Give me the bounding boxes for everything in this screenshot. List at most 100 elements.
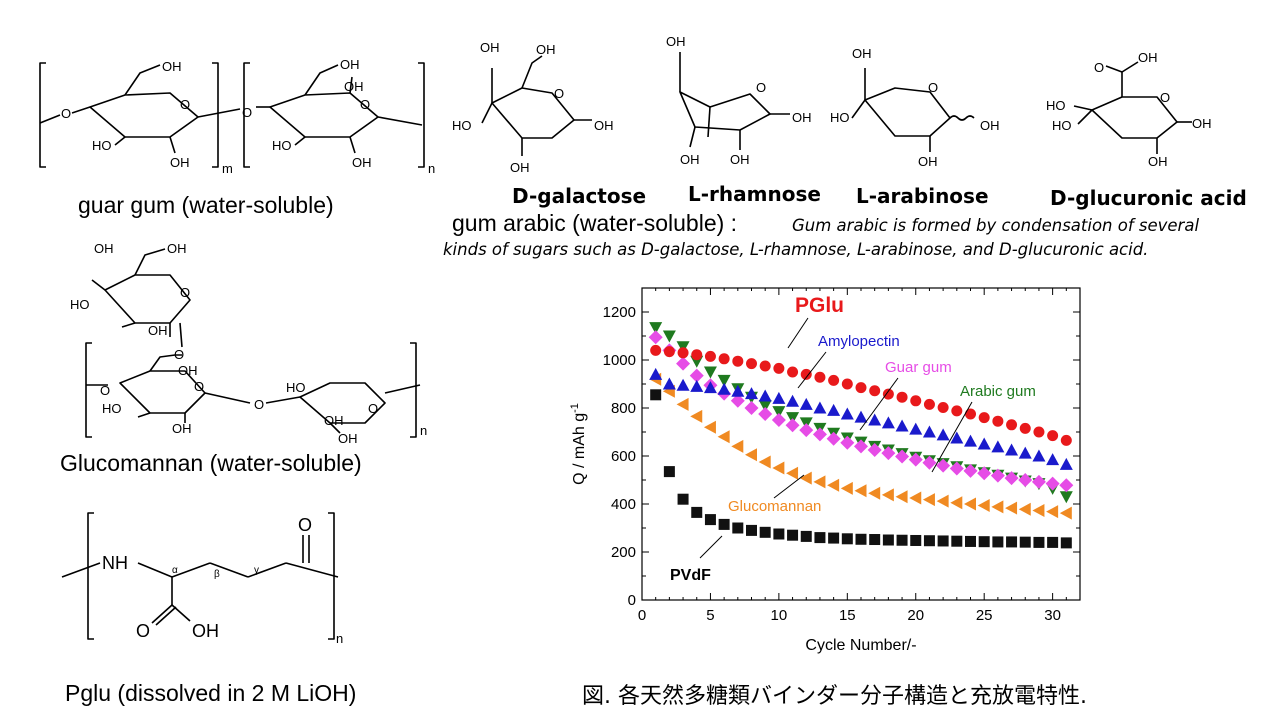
data-point (1019, 422, 1031, 434)
data-point (691, 506, 703, 518)
series-label-guar-gum: Guar gum (885, 359, 952, 376)
data-point (1032, 503, 1045, 517)
data-point (828, 532, 840, 544)
data-point (978, 412, 990, 424)
leader-line-amylopectin (797, 351, 827, 389)
svg-text:OH: OH (594, 118, 614, 133)
svg-text:O: O (100, 383, 110, 398)
data-point (896, 534, 908, 546)
data-point (676, 356, 691, 371)
svg-text:OH: OH (1138, 50, 1158, 65)
data-point (909, 422, 923, 435)
data-point (786, 466, 799, 480)
data-point (978, 536, 990, 548)
svg-text:O: O (1094, 60, 1104, 75)
data-point (867, 443, 882, 457)
svg-text:OH: OH (94, 241, 114, 256)
data-point (964, 497, 976, 511)
sugar-label-d-glucuronic-acid: D-glucuronic acid (1050, 186, 1247, 210)
guar-gum-label: guar gum (water-soluble) (78, 192, 334, 218)
data-point (827, 478, 840, 492)
svg-text:O: O (298, 515, 312, 535)
data-point (951, 535, 963, 547)
y-tick-label: 200 (611, 544, 636, 561)
svg-text:NH: NH (102, 553, 128, 573)
x-tick-label: 25 (976, 607, 993, 624)
y-tick-label: 1200 (603, 304, 636, 321)
data-point (1059, 506, 1072, 520)
svg-text:OH: OH (1148, 154, 1168, 169)
pglu-structure: NH O O OH α β γ n (61, 512, 343, 646)
data-point (703, 381, 717, 394)
data-point (1046, 453, 1060, 466)
glucomannan-label: Glucomannan (water-soluble) (60, 450, 362, 476)
data-point (1059, 457, 1073, 470)
data-point (896, 391, 908, 403)
svg-text:O: O (254, 397, 264, 412)
data-point (731, 384, 745, 397)
y-tick-label: 0 (628, 592, 636, 609)
data-point (717, 382, 731, 395)
data-point (854, 439, 868, 454)
chart-marks (648, 322, 1074, 549)
data-point (649, 367, 663, 380)
svg-text:α: α (172, 565, 178, 576)
data-point (746, 358, 757, 370)
data-point (662, 330, 676, 343)
data-point (855, 382, 867, 394)
x-tick-label: 0 (638, 607, 646, 624)
svg-text:n: n (428, 161, 435, 176)
svg-text:O: O (174, 347, 184, 362)
glucomannan-structure: OH OH HO OH O O OH O O HO OH O HO O OH O… (70, 241, 427, 446)
series-label-amylopectin: Amylopectin (818, 333, 900, 350)
svg-text:HO: HO (70, 297, 90, 312)
data-point (977, 498, 990, 512)
data-point (649, 322, 663, 335)
data-point (730, 393, 745, 408)
data-point (1006, 419, 1018, 431)
series-guar-gum (648, 330, 1074, 493)
data-point (1045, 476, 1060, 491)
data-point (841, 378, 853, 390)
data-point (936, 494, 949, 508)
series-amylopectin (649, 367, 1073, 470)
data-point (786, 394, 800, 407)
data-point (1060, 434, 1072, 446)
svg-text:O: O (360, 97, 370, 112)
data-point (991, 500, 1004, 514)
svg-text:OH: OH (344, 79, 364, 94)
data-point (869, 385, 881, 397)
data-point (922, 493, 935, 507)
data-point (772, 391, 786, 404)
data-point (800, 368, 812, 380)
svg-text:HO: HO (452, 118, 472, 133)
gum-arabic-label: gum arabic (water-soluble) : (452, 210, 738, 236)
svg-text:γ: γ (254, 565, 259, 576)
data-point (977, 466, 992, 481)
data-point (868, 413, 882, 426)
data-point (1046, 505, 1059, 519)
svg-text:O: O (180, 97, 190, 112)
svg-text:OH: OH (148, 323, 168, 338)
data-point (814, 532, 826, 544)
x-tick-label: 5 (706, 607, 714, 624)
svg-text:β: β (214, 569, 220, 580)
svg-text:OH: OH (324, 413, 344, 428)
svg-text:n: n (420, 423, 427, 438)
x-tick-label: 20 (907, 607, 924, 624)
data-point (814, 371, 826, 383)
data-point (663, 346, 675, 358)
data-point (745, 387, 758, 400)
sugar-label-l-rhamnose: L-rhamnose (688, 182, 821, 206)
data-point (690, 409, 703, 423)
data-point (951, 405, 963, 417)
y-tick-label: 600 (611, 448, 636, 465)
data-point (773, 528, 785, 540)
svg-text:OH: OH (1192, 116, 1212, 131)
svg-text:OH: OH (170, 155, 190, 170)
data-point (1047, 536, 1059, 548)
data-point (840, 407, 854, 420)
data-point (949, 461, 964, 476)
x-axis-label: Cycle Number/- (805, 637, 916, 654)
data-point (855, 533, 867, 545)
